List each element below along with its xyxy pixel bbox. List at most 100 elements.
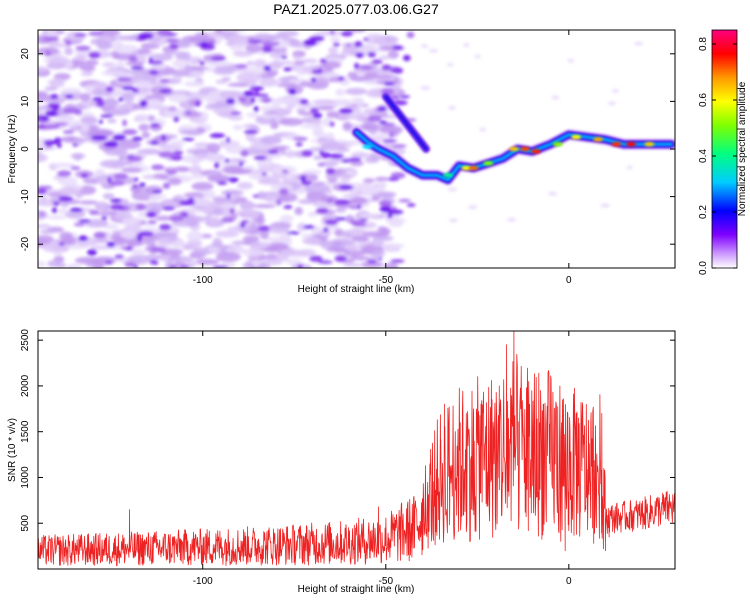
noise-blob [57,114,76,121]
noise-blob [248,241,271,249]
noise-blob [258,225,270,232]
noise-blob [270,39,290,50]
noise-blob [389,208,399,214]
noise-blob [99,159,126,169]
noise-blob [73,137,88,143]
noise-blob [228,177,239,183]
noise-blob [261,172,267,176]
noise-blob [254,88,259,95]
noise-blob [349,219,361,224]
spectrogram-x-tick-label: -50 [379,275,394,286]
noise-blob [506,217,516,222]
noise-blob [342,194,361,199]
noise-blob [332,42,340,47]
noise-blob [176,167,190,173]
noise-blob [135,79,151,90]
noise-blob [420,85,431,90]
noise-blob [208,216,220,225]
snr-y-tick-label: 2000 [20,374,31,397]
snr-x-tick-label: -50 [379,576,394,587]
noise-blob [463,43,470,48]
noise-blob [353,62,360,70]
noise-blob [139,182,146,188]
noise-blob [168,177,182,186]
noise-blob [109,180,126,186]
signal-hotspot [611,142,622,147]
noise-blob [267,149,279,155]
noise-blob [89,209,99,215]
noise-blob [256,191,267,200]
snr-series-line [38,331,675,567]
signal-hotspot [508,146,519,152]
noise-blob [173,116,180,123]
noise-blob [261,45,273,53]
signal-hotspot [519,146,530,152]
spectrogram-x-ticks: -100 -50 0 [193,30,572,286]
noise-blob [46,215,67,220]
noise-blob [318,260,333,264]
noise-blob [232,50,253,58]
noise-blob [281,169,289,174]
noise-blob [183,80,205,87]
noise-blob [343,262,364,268]
noise-blob [119,229,137,239]
noise-blob [276,96,298,104]
noise-blob [326,198,334,204]
noise-blob [349,205,358,210]
noise-blob [73,33,87,37]
noise-blob [252,194,260,198]
noise-blob [279,117,304,126]
noise-blob [132,88,139,93]
noise-blob [133,177,139,182]
noise-blob [303,225,315,230]
noise-blob [215,230,240,238]
noise-blob [186,148,212,155]
noise-blob [316,105,335,111]
noise-blob [173,150,184,155]
noise-blob [348,109,353,114]
colorbar-gradient [711,29,738,269]
snr-y-axis-label: SNR (10 * v/v) [7,418,18,482]
noise-blob [276,112,286,118]
noise-blob [50,162,77,168]
noise-blob [303,39,317,47]
noise-blob [225,98,236,105]
signal-hotspot [468,165,479,171]
noise-blob [190,174,206,180]
noise-blob [363,178,375,184]
noise-blob [226,192,231,200]
noise-blob [284,150,297,158]
noise-blob [380,125,403,135]
signal-hotspot [443,172,454,178]
noise-blob [72,143,79,147]
noise-blob [38,66,49,72]
noise-blob [81,116,98,125]
noise-blob [479,127,487,132]
noise-blob [303,169,322,175]
noise-blob [124,262,136,268]
spectrogram-signal-trace [351,92,675,186]
noise-blob [65,40,72,46]
noise-blob [123,160,133,165]
noise-blob [106,241,116,248]
noise-blob [286,231,301,235]
noise-blob [282,176,291,184]
noise-blob [229,208,235,214]
noise-blob [44,86,58,92]
noise-blob [338,184,353,190]
noise-blob [371,59,383,65]
noise-blob [154,215,173,221]
noise-blob [260,135,283,145]
spectrogram-y-ticks: -20 -10 0 10 20 [20,48,675,251]
noise-blob [345,87,368,96]
noise-blob [207,174,230,183]
noise-blob [240,150,249,157]
noise-blob [342,121,353,131]
snr-y-ticks: 500 1000 1500 2000 2500 [20,329,675,532]
noise-blob [132,184,138,189]
noise-blob [340,31,354,37]
noise-blob [64,47,73,56]
noise-blob [365,71,378,78]
noise-blob [474,54,481,59]
noise-blob [38,209,48,220]
